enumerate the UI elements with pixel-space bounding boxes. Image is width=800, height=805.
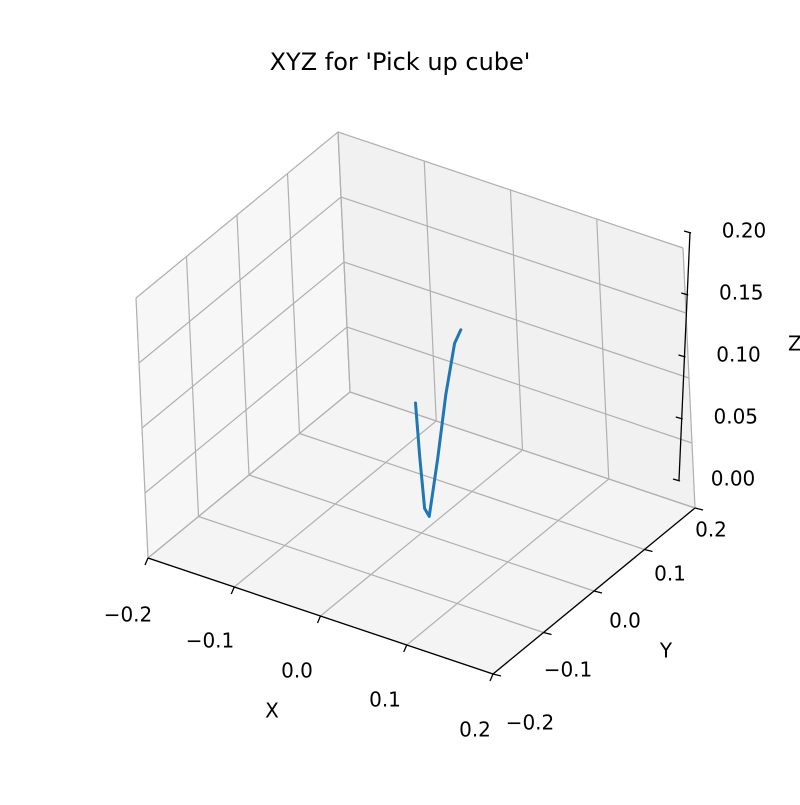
x-tick-label: 0.1	[369, 688, 401, 712]
z-tick-label: 0.20	[722, 219, 767, 243]
x-tick-label: 0.2	[459, 718, 491, 742]
z-axis-label: Z	[788, 332, 800, 356]
x-tick-label: −0.2	[104, 603, 153, 627]
y-axis-label: Y	[659, 639, 673, 663]
z-axis-line	[678, 231, 691, 481]
z-tick-label: 0.00	[711, 467, 756, 491]
z-tick	[672, 478, 681, 482]
grid-line-y	[185, 256, 544, 634]
z-tick	[678, 354, 686, 358]
x-tick	[230, 586, 235, 595]
y-tick	[694, 507, 704, 511]
y-tick-label: 0.1	[654, 562, 686, 586]
grid-line-y	[236, 214, 595, 592]
x-axis-label: X	[265, 699, 279, 723]
y-tick-label: −0.1	[544, 658, 593, 682]
z-tick-label: 0.05	[713, 405, 758, 429]
y-tick	[492, 673, 502, 677]
z-tick-label: 0.15	[719, 281, 764, 305]
x-tick-label: 0.0	[281, 659, 313, 683]
x-tick	[489, 673, 494, 682]
series-line	[414, 328, 463, 518]
y-tick	[543, 631, 552, 636]
z-tick	[681, 292, 689, 296]
z-tick-label: 0.10	[716, 343, 761, 367]
y-tick-label: 0.2	[695, 518, 727, 542]
x-tick	[316, 615, 322, 624]
x-tick-label: −0.1	[186, 629, 235, 653]
y-tick	[644, 548, 653, 553]
z-tick	[683, 230, 692, 234]
x-tick	[144, 557, 149, 566]
y-tick-label: −0.2	[506, 711, 555, 735]
z-tick	[675, 416, 683, 420]
x-tick	[403, 644, 408, 653]
y-tick	[593, 590, 603, 594]
grid-line-y	[286, 173, 645, 551]
y-tick-label: 0.0	[609, 609, 641, 633]
grid-line-y	[337, 131, 696, 509]
chart-title: XYZ for 'Pick up cube'	[269, 48, 531, 76]
